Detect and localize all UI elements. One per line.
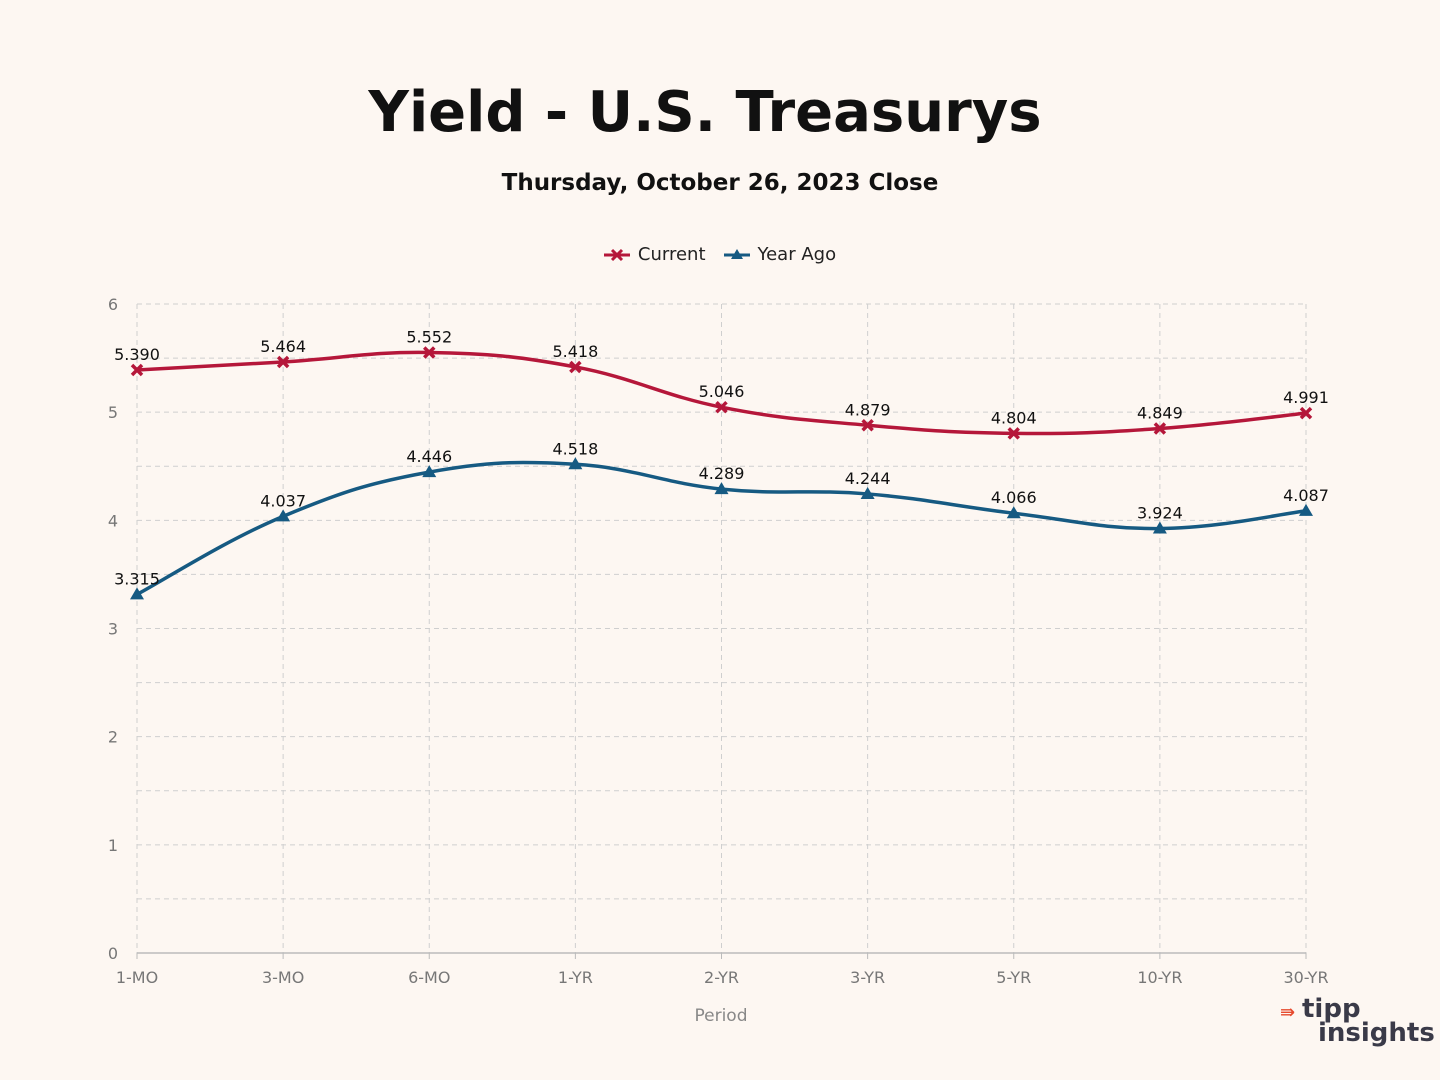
data-label-year-ago: 4.087 [1283, 486, 1329, 505]
x-axis-title: Period [694, 1006, 747, 1026]
data-label-current: 4.849 [1137, 403, 1183, 422]
y-tick-label: 3 [108, 620, 118, 639]
y-tick-label: 2 [108, 728, 118, 747]
data-label-current: 5.552 [406, 327, 452, 346]
data-label-current: 4.879 [845, 400, 891, 419]
data-point-current [1153, 422, 1167, 435]
x-marker [423, 346, 436, 359]
data-point-year-ago [860, 486, 875, 499]
x-marker [276, 355, 290, 369]
data-point-year-ago [1152, 521, 1167, 534]
data-point-year-ago [568, 457, 583, 470]
data-point-current [423, 346, 436, 359]
data-point-year-ago [1299, 503, 1313, 516]
x-marker [1007, 427, 1020, 440]
logo-text-top: tipp [1302, 994, 1361, 1024]
data-point-year-ago [130, 587, 144, 600]
data-point-current [130, 363, 144, 377]
x-tick-label: 30-YR [1283, 968, 1328, 987]
x-tick-label: 3-MO [262, 968, 304, 987]
x-marker [861, 419, 874, 432]
data-label-current: 5.046 [699, 382, 745, 401]
legend-label-year-ago: Year Ago [757, 244, 837, 265]
y-tick-label: 6 [108, 295, 118, 314]
data-label-year-ago: 4.244 [845, 469, 891, 488]
x-tick-label: 1-YR [558, 968, 593, 987]
data-label-current: 4.804 [991, 408, 1037, 427]
data-point-year-ago [276, 509, 291, 522]
data-point-current [861, 419, 874, 432]
data-point-year-ago [1006, 506, 1021, 519]
x-marker [569, 360, 582, 374]
legend-item-current[interactable]: Current [603, 244, 706, 265]
x-marker [1153, 422, 1167, 435]
legend-x-marker-icon [603, 248, 630, 261]
data-point-current [569, 360, 582, 374]
legend-triangle-marker-icon [723, 248, 750, 259]
x-marker [130, 363, 144, 377]
data-point-year-ago [422, 465, 437, 478]
tipp-insights-logo: ⇛ tipp insights [1280, 994, 1435, 1048]
data-point-current [715, 400, 728, 414]
data-label-current: 4.991 [1283, 388, 1329, 407]
x-tick-label: 3-YR [850, 968, 885, 987]
logo-text-bottom: insights [1318, 1018, 1435, 1048]
legend-label-current: Current [637, 244, 706, 265]
chart-subtitle: Thursday, October 26, 2023 Close [501, 170, 939, 196]
data-label-year-ago: 3.315 [114, 569, 160, 588]
data-label-year-ago: 4.037 [260, 491, 306, 510]
x-tick-label: 5-YR [996, 968, 1031, 987]
data-label-year-ago: 4.518 [552, 439, 598, 458]
data-label-current: 5.464 [260, 337, 306, 356]
x-tick-label: 1-MO [116, 968, 158, 987]
x-marker [1299, 406, 1313, 420]
data-label-year-ago: 3.924 [1137, 504, 1183, 523]
y-tick-label: 4 [108, 511, 118, 530]
data-point-current [1007, 427, 1020, 440]
data-point-current [276, 355, 290, 369]
data-label-year-ago: 4.446 [406, 447, 452, 466]
logo-arrow-icon: ⇛ [1280, 1002, 1296, 1023]
x-tick-label: 10-YR [1137, 968, 1182, 987]
data-point-current [1299, 406, 1313, 420]
x-tick-label: 6-MO [408, 968, 450, 987]
y-tick-label: 1 [108, 836, 118, 855]
x-marker [715, 400, 728, 414]
y-tick-label: 0 [108, 944, 118, 963]
data-point-year-ago [714, 482, 729, 495]
data-label-current: 5.390 [114, 345, 160, 364]
chart-title: Yield - U.S. Treasurys [368, 80, 1042, 145]
y-tick-label: 5 [108, 403, 118, 422]
data-label-year-ago: 4.066 [991, 488, 1037, 507]
legend-item-year-ago[interactable]: Year Ago [723, 244, 837, 265]
data-label-year-ago: 4.289 [699, 464, 745, 483]
legend: Current Year Ago [0, 244, 1440, 265]
data-label-current: 5.418 [552, 342, 598, 361]
x-tick-label: 2-YR [704, 968, 739, 987]
